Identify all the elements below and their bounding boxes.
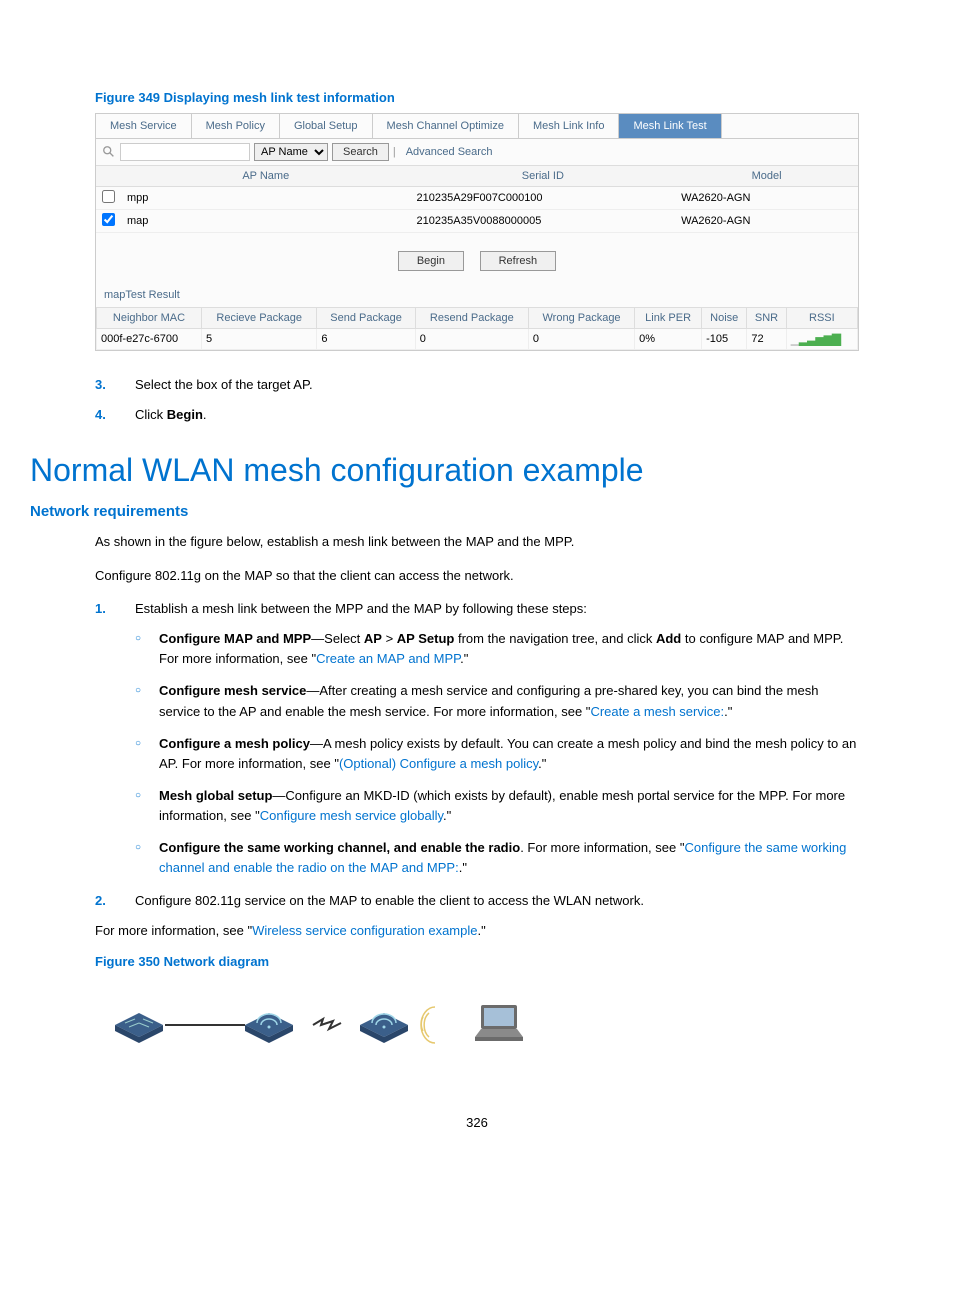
figure-349-title: Figure 349 Displaying mesh link test inf… <box>95 90 859 105</box>
search-row: AP Name Search | Advanced Search <box>96 139 858 166</box>
begin-button[interactable]: Begin <box>398 251 464 271</box>
rssi-signal-icon: ▁▂▃▅▆▇ <box>791 332 840 346</box>
list-text: Establish a mesh link between the MPP an… <box>135 601 587 616</box>
link-configure-mesh-policy[interactable]: (Optional) Configure a mesh policy <box>339 756 538 771</box>
col-ap-name: AP Name <box>121 166 411 187</box>
sub-heading: Network requirements <box>30 503 859 520</box>
step-number: 3. <box>95 375 106 395</box>
action-buttons: Begin Refresh <box>96 233 858 283</box>
tab-global-setup[interactable]: Global Setup <box>280 114 373 138</box>
result-label: mapTest Result <box>96 283 858 307</box>
col-send-package: Send Package <box>317 308 415 329</box>
refresh-button[interactable]: Refresh <box>480 251 557 271</box>
paragraph: For more information, see "Wireless serv… <box>95 921 859 941</box>
model-cell: WA2620-AGN <box>675 210 858 233</box>
list-number: 2. <box>95 891 106 911</box>
ap-table: AP Name Serial ID Model mpp 210235A29F00… <box>96 166 858 233</box>
step-text: Select the box of the target AP. <box>135 377 313 392</box>
noise-cell: -105 <box>702 329 747 350</box>
col-snr: SNR <box>747 308 786 329</box>
step-text: Click Begin. <box>135 407 207 422</box>
mesh-link-icon <box>313 1019 341 1029</box>
col-neighbor-mac: Neighbor MAC <box>97 308 202 329</box>
tab-bar: Mesh Service Mesh Policy Global Setup Me… <box>96 114 858 139</box>
search-button[interactable]: Search <box>332 143 389 161</box>
switch-icon <box>115 1013 163 1043</box>
list-item: Configure mesh service—After creating a … <box>159 681 859 721</box>
list-item: Mesh global setup—Configure an MKD-ID (w… <box>159 786 859 826</box>
numbered-list: 1. Establish a mesh link between the MPP… <box>95 599 859 911</box>
row-checkbox-mpp[interactable] <box>102 190 115 203</box>
ap-mpp-icon <box>245 1013 293 1043</box>
ap-name-cell: mpp <box>121 187 411 210</box>
tab-mesh-channel-optimize[interactable]: Mesh Channel Optimize <box>373 114 519 138</box>
paragraph: As shown in the figure below, establish … <box>95 532 859 552</box>
instruction-steps: 3. Select the box of the target AP. 4. Cli… <box>95 375 859 424</box>
list-item: Configure a mesh policy—A mesh policy ex… <box>159 734 859 774</box>
tab-mesh-link-test[interactable]: Mesh Link Test <box>619 114 721 138</box>
serial-cell: 210235A29F007C000100 <box>411 187 676 210</box>
tab-mesh-policy[interactable]: Mesh Policy <box>192 114 280 138</box>
wrong-cell: 0 <box>528 329 634 350</box>
col-resend-package: Resend Package <box>415 308 528 329</box>
col-rssi: RSSI <box>786 308 857 329</box>
radio-waves-icon <box>421 1007 435 1043</box>
col-model: Model <box>675 166 858 187</box>
list-item: Configure the same working channel, and … <box>159 838 859 878</box>
laptop-icon <box>475 1005 523 1041</box>
tab-mesh-link-info[interactable]: Mesh Link Info <box>519 114 620 138</box>
snr-cell: 72 <box>747 329 786 350</box>
list-text: Configure 802.11g service on the MAP to … <box>135 893 644 908</box>
list-item: Configure MAP and MPP—Select AP > AP Set… <box>159 629 859 669</box>
send-cell: 6 <box>317 329 415 350</box>
result-table: Neighbor MAC Recieve Package Send Packag… <box>96 307 858 350</box>
link-create-map-mpp[interactable]: Create an MAP and MPP <box>316 651 460 666</box>
col-receive-package: Recieve Package <box>202 308 317 329</box>
model-cell: WA2620-AGN <box>675 187 858 210</box>
col-noise: Noise <box>702 308 747 329</box>
paragraph: Configure 802.11g on the MAP so that the… <box>95 566 859 586</box>
result-row: 000f-e27c-6700 5 6 0 0 0% -105 72 ▁▂▃▅▆▇ <box>97 329 858 350</box>
list-number: 1. <box>95 599 106 619</box>
divider: | <box>393 146 396 158</box>
row-checkbox-map[interactable] <box>102 213 115 226</box>
page-number: 326 <box>95 1115 859 1130</box>
resend-cell: 0 <box>415 329 528 350</box>
ap-name-cell: map <box>121 210 411 233</box>
link-configure-mesh-globally[interactable]: Configure mesh service globally <box>260 808 443 823</box>
search-field-dropdown[interactable]: AP Name <box>254 143 328 161</box>
step-number: 4. <box>95 405 106 425</box>
recv-cell: 5 <box>202 329 317 350</box>
tab-mesh-service[interactable]: Mesh Service <box>96 114 192 138</box>
rssi-cell: ▁▂▃▅▆▇ <box>786 329 857 350</box>
per-cell: 0% <box>635 329 702 350</box>
sub-list: Configure MAP and MPP—Select AP > AP Set… <box>135 629 859 878</box>
mac-cell: 000f-e27c-6700 <box>97 329 202 350</box>
col-wrong-package: Wrong Package <box>528 308 634 329</box>
section-heading: Normal WLAN mesh configuration example <box>30 452 859 489</box>
link-wireless-service-example[interactable]: Wireless service configuration example <box>252 923 477 938</box>
figure-350-title: Figure 350 Network diagram <box>95 954 859 969</box>
col-link-per: Link PER <box>635 308 702 329</box>
link-create-mesh-service[interactable]: Create a mesh service: <box>590 704 724 719</box>
table-row: mpp 210235A29F007C000100 WA2620-AGN <box>96 187 858 210</box>
screenshot-mesh-link-test: Mesh Service Mesh Policy Global Setup Me… <box>95 113 859 351</box>
search-icon <box>102 145 116 159</box>
table-row: map 210235A35V0088000005 WA2620-AGN <box>96 210 858 233</box>
network-diagram <box>95 983 595 1055</box>
search-input[interactable] <box>120 143 250 161</box>
serial-cell: 210235A35V0088000005 <box>411 210 676 233</box>
advanced-search-link[interactable]: Advanced Search <box>406 146 493 158</box>
col-serial-id: Serial ID <box>411 166 676 187</box>
ap-map-icon <box>360 1013 408 1043</box>
